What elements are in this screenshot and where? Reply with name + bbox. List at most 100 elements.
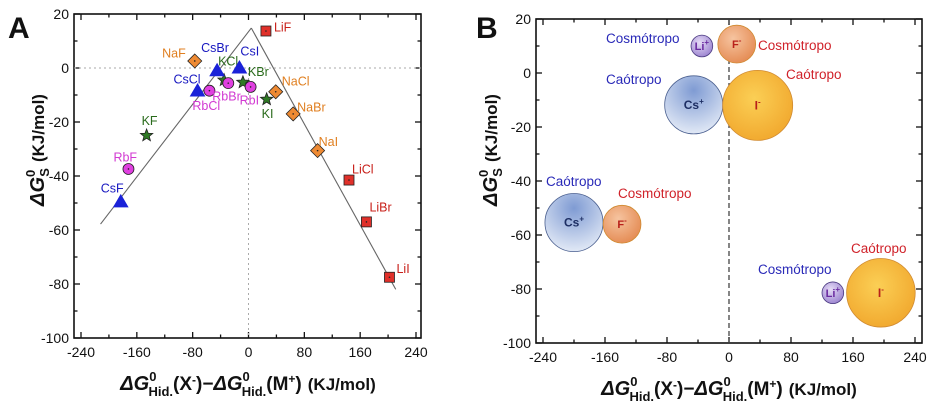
marker-center-dot xyxy=(274,90,277,93)
x-tick-label: -80 xyxy=(657,349,677,365)
x-axis-title-part: 0 xyxy=(149,369,156,384)
point-label: KBr xyxy=(248,65,269,79)
x-axis-title-part: ΔG xyxy=(212,373,242,395)
y-tick-label: -80 xyxy=(49,276,69,292)
x-axis-title-part: ΔG xyxy=(119,373,149,395)
point-label: KI xyxy=(262,107,274,121)
y-tick-label: -60 xyxy=(511,227,531,243)
x-tick-label: 240 xyxy=(903,349,927,365)
ion-label: Li+ xyxy=(826,285,841,300)
x-axis-title-part: (KJ/mol) xyxy=(308,375,376,394)
star-marker xyxy=(139,127,154,142)
point-label: LiCl xyxy=(352,163,374,177)
ion-bubble-i xyxy=(846,258,916,328)
ion-bubble-i xyxy=(722,70,794,141)
fit-line xyxy=(250,27,397,290)
marker-center-dot xyxy=(292,113,294,115)
x-tick-label: -160 xyxy=(591,349,619,365)
x-tick-label: -160 xyxy=(123,344,151,360)
point-label: LiF xyxy=(274,21,292,35)
behavior-annotation: Caótropo xyxy=(786,67,842,82)
x-axis-title-part: ) xyxy=(776,379,782,400)
y-axis-title-part: S xyxy=(490,168,505,177)
y-axis-title-part: ΔG xyxy=(480,177,502,207)
x-axis-title-part: Hid. xyxy=(242,384,267,399)
ion-bubble-f xyxy=(717,24,757,64)
x-tick-label: -240 xyxy=(529,349,557,365)
ion-charge: - xyxy=(624,216,627,225)
y-tick-label: -40 xyxy=(511,173,531,189)
ion-symbol: I xyxy=(755,98,758,112)
x-tick-label: -80 xyxy=(183,344,203,360)
y-tick-label: -40 xyxy=(49,168,69,184)
x-tick-label: 160 xyxy=(841,349,865,365)
triangle-marker xyxy=(112,193,129,208)
x-axis-title: ΔG0 Hid.(X-)−ΔG0 Hid.(M+) (KJ/mol) xyxy=(600,374,857,404)
x-axis-title-part: - xyxy=(192,373,196,387)
ion-charge: - xyxy=(739,36,742,45)
point-label: NaCl xyxy=(282,74,310,88)
ion-charge: + xyxy=(579,215,584,224)
y-axis-title-part: 0 xyxy=(23,170,38,177)
y-tick-label: -60 xyxy=(49,222,69,238)
marker-center-dot xyxy=(208,89,211,92)
x-tick-label: 160 xyxy=(348,344,372,360)
point-label: CsI xyxy=(240,45,259,59)
y-tick-label: 20 xyxy=(53,6,69,22)
ion-symbol: I xyxy=(878,286,881,300)
panel-label: A xyxy=(8,12,30,45)
x-axis-title-part: 0 xyxy=(242,369,249,384)
point-label: NaBr xyxy=(297,100,325,114)
point-label: LiBr xyxy=(369,200,391,214)
fit-line xyxy=(100,27,252,225)
x-axis-title-part: ΔG xyxy=(693,378,723,400)
y-tick-label: 20 xyxy=(515,11,531,27)
ion-bubble-li xyxy=(821,281,845,305)
x-axis-title-part: )− xyxy=(677,379,694,400)
x-axis-title-part: (X xyxy=(654,379,673,400)
x-axis-title-part: Hid. xyxy=(723,389,748,404)
y-axis-title-part: (KJ/mol) xyxy=(482,94,501,162)
x-axis-title-part: )− xyxy=(196,374,213,395)
behavior-annotation: Cosmótropo xyxy=(758,38,832,53)
ion-charge: + xyxy=(704,38,709,47)
ion-label: I- xyxy=(755,97,761,112)
x-axis-title-part: ΔG xyxy=(600,378,630,400)
x-axis-title-part: (X xyxy=(173,374,192,395)
x-axis-title-part: (M xyxy=(266,374,288,395)
marker-center-dot xyxy=(348,179,350,181)
point-label: CsBr xyxy=(201,41,229,55)
y-axis-title-part: ΔG xyxy=(27,177,49,207)
star-marker xyxy=(259,91,274,106)
x-axis-title-part: + xyxy=(288,372,295,386)
y-tick-label: -80 xyxy=(511,281,531,297)
point-label: NaI xyxy=(319,135,338,149)
y-tick-label: -20 xyxy=(49,114,69,130)
point-label: KCl xyxy=(218,55,238,69)
chart-panel-b: -240 -160 -80 0 80 160 240 20 0 -20 -40 -60 -80 -100 Δ… xyxy=(476,11,927,404)
chart-panel-a: -240 -160 -80 0 80 160 240 20 0 -20 -40 -60 -80 -100 Δ… xyxy=(8,6,428,399)
ion-charge: + xyxy=(699,97,704,106)
behavior-annotation: Caótropo xyxy=(546,174,602,189)
marker-center-dot xyxy=(127,168,130,170)
x-axis-title-part: - xyxy=(673,378,677,392)
x-axis-title-part: Hid. xyxy=(148,384,173,399)
y-tick-label: -20 xyxy=(511,119,531,135)
ion-charge: + xyxy=(835,285,840,294)
triangle-marker xyxy=(209,62,225,77)
ion-symbol: Li xyxy=(695,41,705,53)
point-label: RbBr xyxy=(212,90,240,104)
point-label: KF xyxy=(142,114,158,128)
point-label: RbCl xyxy=(192,99,220,113)
marker-center-dot xyxy=(249,86,252,88)
ion-symbol: F xyxy=(617,219,624,231)
y-axis-title-part: 0 xyxy=(476,170,491,177)
triangle-marker xyxy=(189,82,206,97)
panel-label: B xyxy=(476,12,498,45)
point-label: CsF xyxy=(101,181,124,195)
x-axis-title-part: ) xyxy=(295,374,301,395)
y-tick-label: -100 xyxy=(503,335,531,351)
x-tick-label: 80 xyxy=(297,344,313,360)
ion-label: F- xyxy=(732,36,742,51)
